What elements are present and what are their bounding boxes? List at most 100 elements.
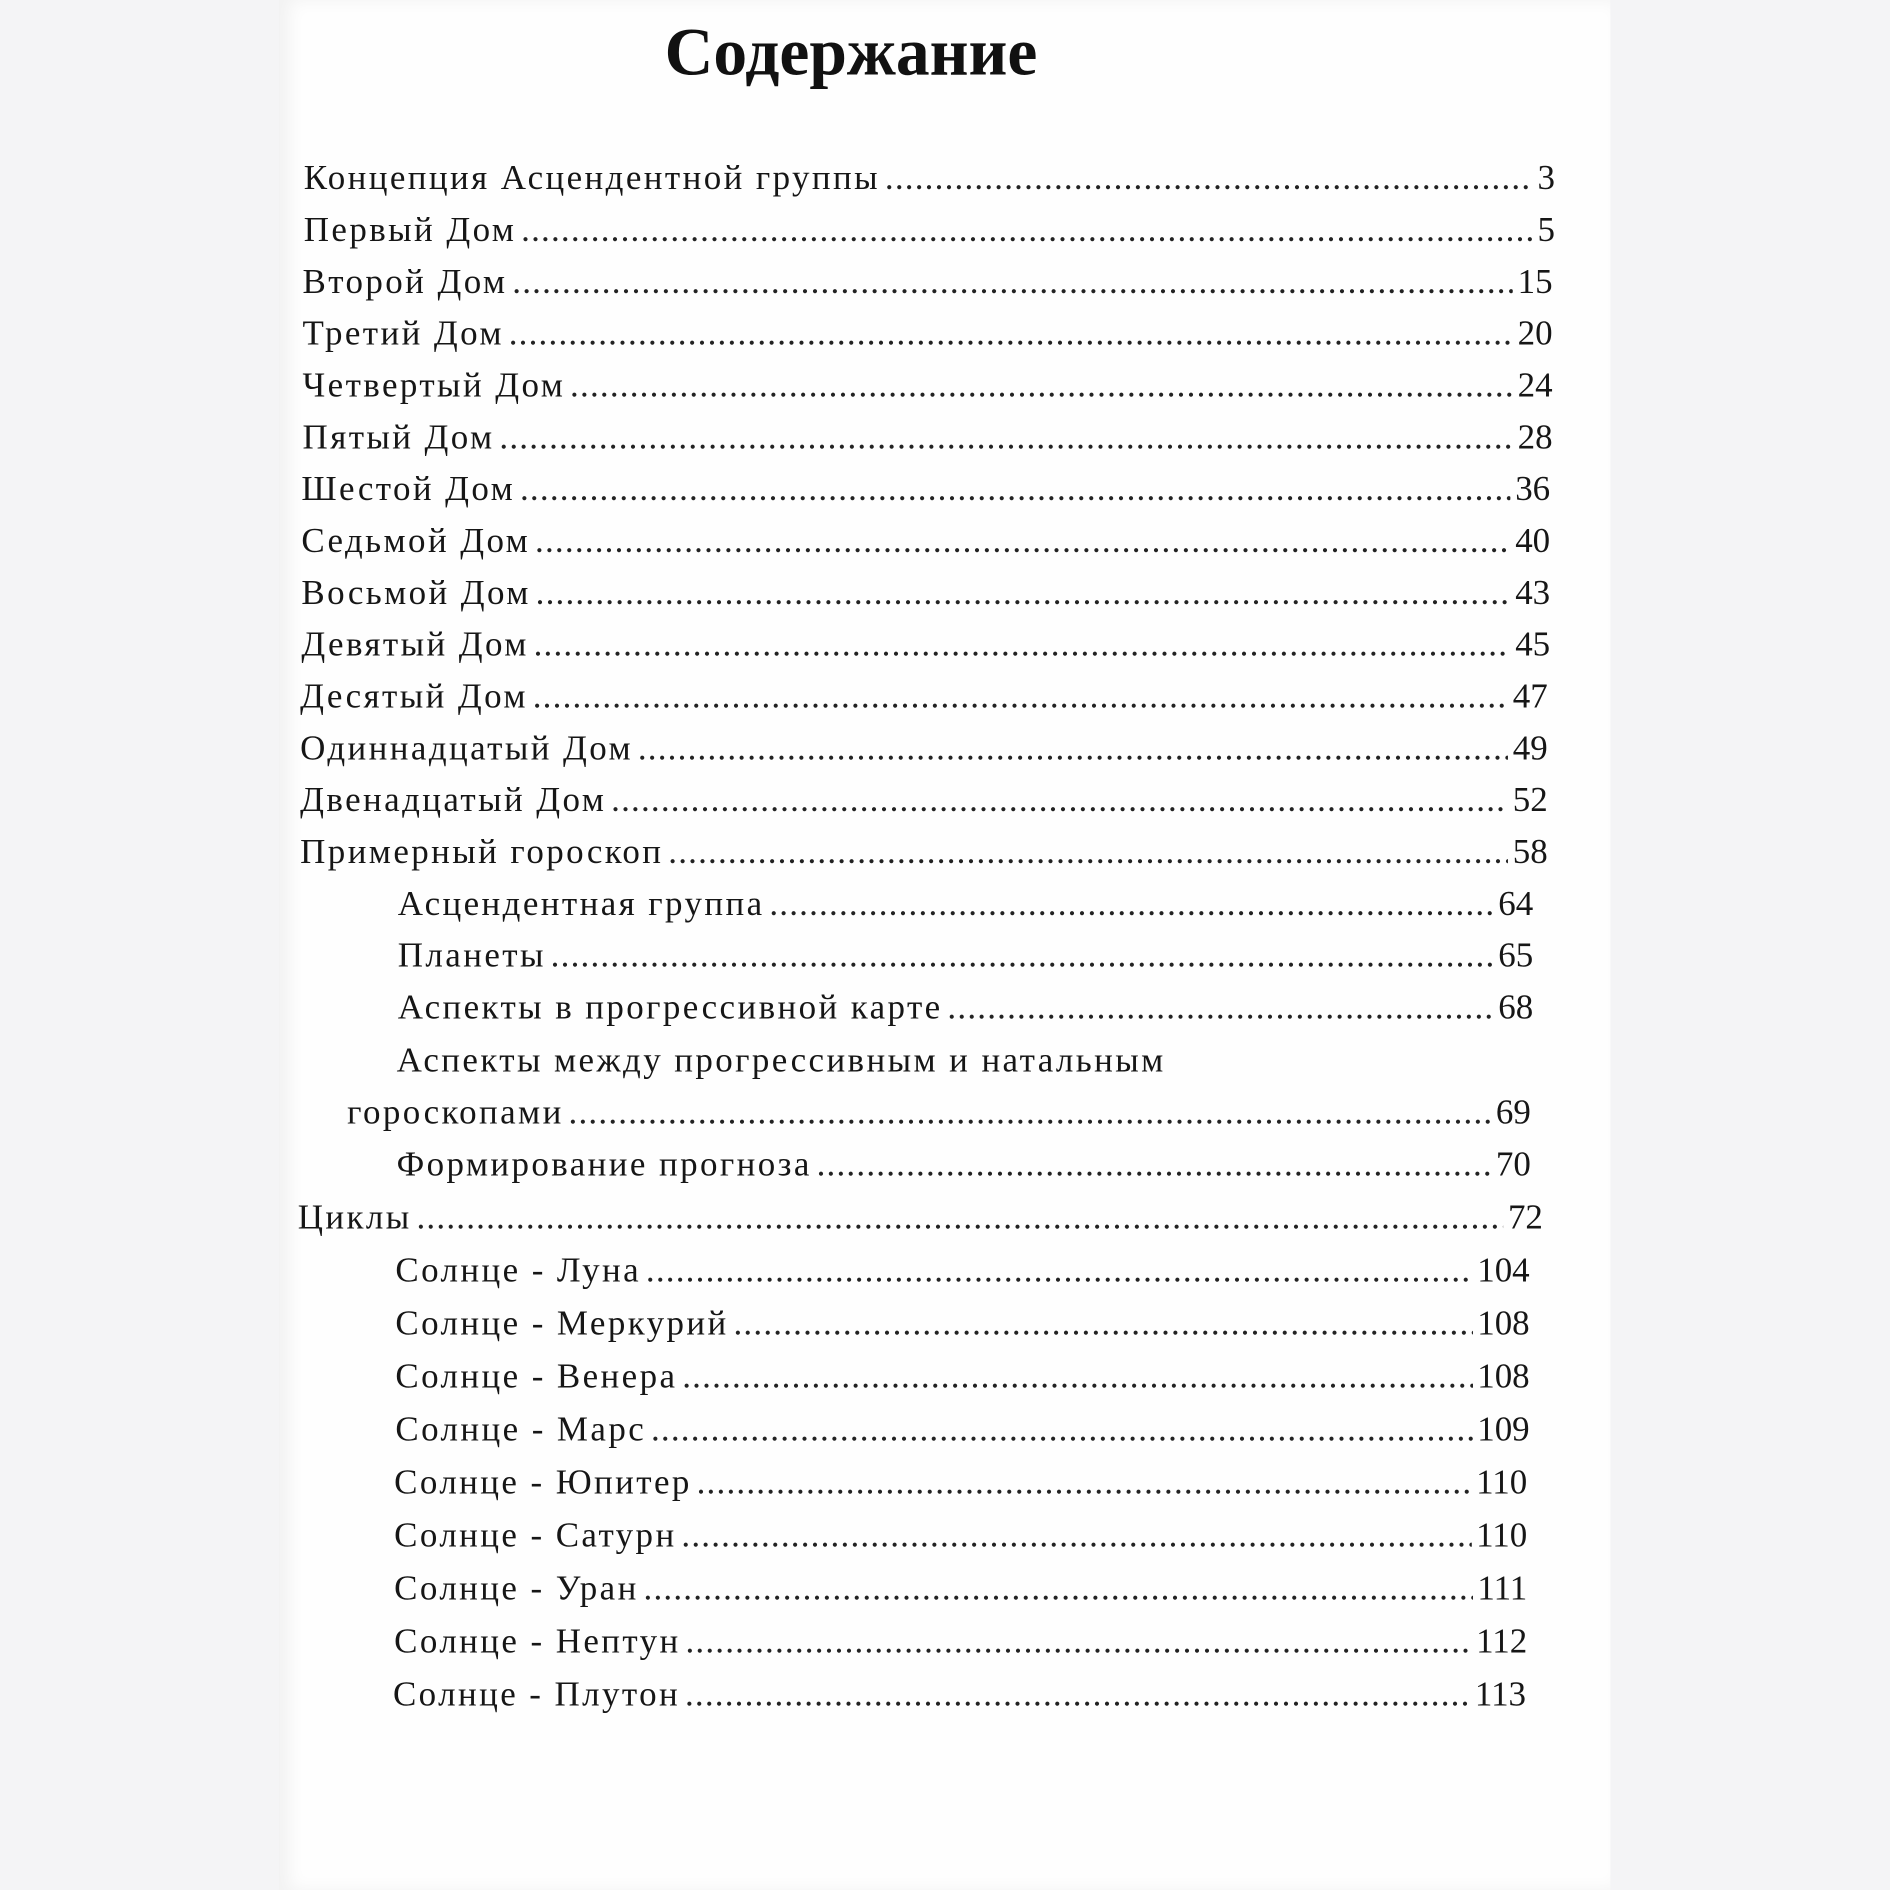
dot-leader (521, 211, 1533, 251)
toc-entry-title: Планеты (397, 936, 546, 976)
toc-page-number: 49 (1512, 729, 1548, 768)
toc-entry[interactable]: Двенадцатый Дом 52 (300, 781, 1548, 829)
toc-entry-title: Солнце - Уран (394, 1569, 639, 1609)
toc-entry[interactable]: Солнце - Венера 108 (395, 1357, 1529, 1405)
dot-leader (520, 470, 1510, 510)
toc-entry[interactable]: Седьмой Дом 40 (301, 522, 1550, 570)
dot-leader (533, 677, 1508, 717)
toc-page-number: 70 (1495, 1145, 1531, 1184)
toc-entry[interactable]: Восьмой Дом 43 (301, 574, 1550, 622)
dot-leader (512, 263, 1513, 303)
toc-entry[interactable]: Солнце - Сатурн 110 (394, 1516, 1527, 1564)
toc-entry[interactable]: Солнце - Марс 109 (395, 1410, 1529, 1458)
dot-leader (685, 1622, 1471, 1662)
dot-leader (733, 1304, 1472, 1344)
toc-entry-title: Второй Дом (302, 262, 508, 302)
dot-leader (611, 781, 1508, 821)
toc-entry-title: Солнце - Меркурий (395, 1304, 729, 1343)
toc-entry[interactable]: Примерный гороскоп 58 (300, 833, 1548, 881)
toc-entry-title: Седьмой Дом (301, 521, 531, 561)
toc-entry-title: Четвертый Дом (302, 366, 566, 406)
toc-entry-title: Восьмой Дом (301, 573, 531, 613)
toc-page-number: 47 (1512, 677, 1548, 717)
toc-entry[interactable]: Солнце - Нептун 112 (394, 1622, 1527, 1670)
toc-page-number: 24 (1517, 366, 1553, 406)
toc-page-number: 58 (1512, 832, 1548, 872)
toc-entry-title: Солнце - Венера (395, 1357, 678, 1396)
toc-entry-title: Девятый Дом (301, 625, 529, 665)
toc-page-number: 15 (1517, 262, 1553, 302)
toc-entry[interactable]: Шестой Дом 36 (301, 470, 1550, 518)
toc-entry[interactable]: Солнце - Юпитер 110 (394, 1463, 1527, 1511)
toc-entry[interactable]: Второй Дом 15 (303, 263, 1553, 311)
toc-page-number: 110 (1476, 1516, 1528, 1555)
toc-page-number: 69 (1495, 1093, 1531, 1132)
toc-entry-title: Десятый Дом (300, 677, 528, 717)
dot-leader (535, 522, 1510, 562)
toc-entry-title: Формирование прогноза (396, 1145, 812, 1184)
dot-leader (682, 1357, 1472, 1397)
toc-entry-title: Солнце - Луна (395, 1251, 642, 1290)
dot-leader (646, 1251, 1472, 1291)
toc-entry-title: Циклы (297, 1198, 412, 1237)
toc-page-number: 64 (1498, 884, 1534, 924)
dot-leader (668, 833, 1508, 873)
toc-entry[interactable]: Аспекты в прогрессивной карте 68 (398, 988, 1533, 1036)
dot-leader (536, 574, 1511, 614)
toc-page-number: 110 (1476, 1463, 1528, 1502)
dot-leader (685, 1676, 1470, 1716)
dot-leader (644, 1569, 1473, 1609)
dot-leader (817, 1145, 1491, 1185)
toc-page-number: 3 (1537, 159, 1555, 198)
toc-page-number: 5 (1537, 210, 1555, 250)
toc-page-number: 43 (1515, 573, 1551, 613)
toc-page-number: 108 (1477, 1357, 1530, 1396)
toc-entry[interactable]: Солнце - Плутон 113 (393, 1676, 1526, 1724)
toc-entry[interactable]: Солнце - Уран 111 (394, 1569, 1527, 1617)
toc-entry-title: гороскопами (347, 1093, 564, 1132)
toc-entry[interactable]: Девятый Дом 45 (301, 626, 1550, 674)
toc-entry[interactable]: Солнце - Меркурий 108 (395, 1304, 1529, 1352)
toc-entry[interactable]: Асцендентная группа 64 (398, 885, 1533, 933)
toc-page-number: 104 (1477, 1251, 1530, 1290)
toc-entry-title: Пятый Дом (302, 418, 495, 457)
toc-entry-title: Асцендентная группа (397, 884, 765, 924)
toc-page-number: 40 (1515, 521, 1551, 561)
toc-entry-title: Солнце - Марс (395, 1410, 647, 1449)
toc-entry[interactable]: Формирование прогноза 70 (397, 1145, 1531, 1193)
toc-entry[interactable]: Солнце - Луна 104 (395, 1251, 1529, 1299)
toc-entry[interactable]: Четвертый Дом 24 (303, 366, 1553, 414)
toc-entry-title: Солнце - Плутон (392, 1675, 681, 1715)
toc-page-number: 20 (1517, 314, 1553, 354)
toc-page-number: 65 (1498, 936, 1534, 976)
toc-entry[interactable]: Первый Дом 5 (304, 211, 1555, 259)
toc-entry[interactable]: Планеты 65 (398, 937, 1533, 985)
toc-page-number: 68 (1498, 988, 1534, 1028)
dot-leader (499, 418, 1512, 458)
toc-entry[interactable]: Десятый Дом 47 (300, 677, 1548, 725)
toc-entry-title: Аспекты в прогрессивной карте (397, 988, 943, 1028)
toc-entry[interactable]: Концепция Асцендентной группы 3 (304, 159, 1555, 207)
toc-page-number: 111 (1477, 1569, 1528, 1609)
dot-leader (697, 1463, 1472, 1503)
toc-page-number: 113 (1474, 1675, 1527, 1715)
toc-entry[interactable]: Пятый Дом 28 (303, 418, 1553, 466)
toc-page-number: 109 (1477, 1410, 1530, 1449)
dot-leader (569, 1093, 1492, 1133)
toc-entry[interactable]: Третий Дом 20 (303, 315, 1553, 363)
toc-entry-title: Солнце - Юпитер (394, 1463, 692, 1502)
toc-entry[interactable]: Одиннадцатый Дом 49 (300, 729, 1548, 777)
toc-entry-line: Аспекты между прогрессивным и натальным (397, 1041, 1166, 1089)
toc-entry[interactable]: гороскопами 69 (347, 1093, 1531, 1141)
dot-leader (416, 1198, 1503, 1238)
dot-leader (947, 988, 1493, 1028)
dot-leader (551, 937, 1494, 977)
dot-leader (570, 366, 1513, 406)
dot-leader (651, 1410, 1472, 1450)
toc-entry-title: Первый Дом (303, 210, 517, 250)
toc-entry[interactable]: Циклы 72 (298, 1198, 1543, 1246)
toc-entry-title: Одиннадцатый Дом (300, 729, 634, 768)
toc-entry-title: Концепция Асцендентной группы (303, 159, 881, 198)
toc-page-number: 108 (1477, 1304, 1530, 1343)
toc-page-number: 28 (1517, 418, 1553, 457)
